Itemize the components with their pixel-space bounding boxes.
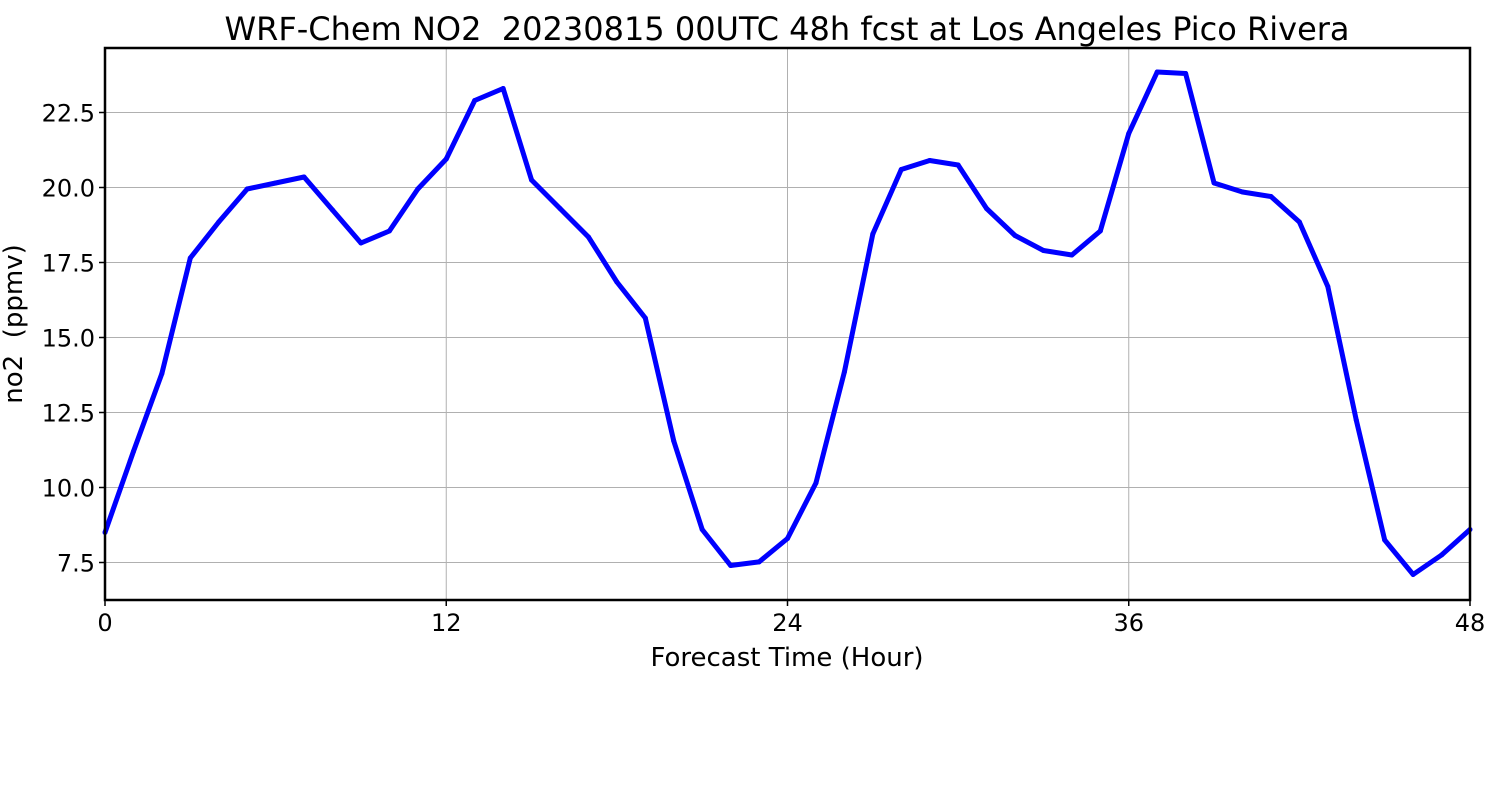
data-point <box>642 315 648 321</box>
data-point <box>1211 180 1217 186</box>
data-point <box>130 449 136 454</box>
data-point <box>671 438 677 444</box>
data-point <box>330 207 335 213</box>
data-point <box>301 174 307 180</box>
data-point <box>927 158 933 163</box>
data-point <box>187 255 193 261</box>
y-tick-label: 7.5 <box>57 550 95 578</box>
data-point <box>1012 233 1018 238</box>
x-tick-label: 0 <box>97 609 112 637</box>
data-point <box>273 180 279 186</box>
data-point <box>415 186 421 192</box>
data-point <box>898 167 904 172</box>
data-point <box>1069 252 1075 258</box>
data-point <box>216 219 222 225</box>
data-point <box>443 156 449 162</box>
data-point <box>1183 71 1189 76</box>
x-tick-label: 48 <box>1455 609 1486 637</box>
data-point <box>557 206 563 211</box>
data-point <box>1240 189 1245 195</box>
data-point <box>1353 417 1359 423</box>
data-point <box>472 98 478 103</box>
data-point <box>785 536 790 541</box>
data-point <box>1382 537 1388 543</box>
data-point <box>1296 219 1302 225</box>
data-point <box>984 206 990 211</box>
data-point <box>1439 552 1445 558</box>
y-tick-label: 15.0 <box>42 325 95 353</box>
x-tick-label: 36 <box>1113 609 1144 637</box>
ticks: 0 12 24 36 48 7.5 10.0 12.5 15.0 17.5 20.0 22.5 <box>42 100 1486 638</box>
data-point <box>244 186 250 192</box>
data-point <box>756 559 762 565</box>
data-point <box>529 177 535 183</box>
data-point <box>159 371 165 376</box>
x-tick-label: 24 <box>772 609 803 637</box>
y-tick-label: 20.0 <box>42 175 95 203</box>
y-axis-label: no2 (ppmv) <box>0 244 29 403</box>
y-tick-label: 12.5 <box>42 400 95 428</box>
chart-title: WRF-Chem NO2 20230815 00UTC 48h fcst at … <box>224 10 1349 48</box>
data-point <box>1126 131 1132 136</box>
x-tick-label: 12 <box>431 609 462 637</box>
grid <box>104 48 1471 600</box>
data-point <box>841 369 847 375</box>
data-point <box>1410 572 1416 577</box>
data-point <box>1268 194 1274 199</box>
data-point <box>728 563 734 568</box>
data-point <box>358 240 364 246</box>
data-point <box>1040 248 1046 253</box>
data-point <box>813 480 819 486</box>
x-axis-label: Forecast Time (Hour) <box>650 643 923 673</box>
data-point <box>955 162 961 168</box>
data-point <box>1325 284 1331 289</box>
y-tick-label: 10.0 <box>42 475 95 503</box>
series-layer <box>102 69 1473 577</box>
data-point <box>614 279 620 285</box>
y-tick-label: 17.5 <box>42 250 95 278</box>
data-point <box>699 527 705 532</box>
data-point <box>870 231 876 237</box>
data-point <box>1097 228 1103 234</box>
data-point <box>500 86 506 91</box>
y-tick-label: 22.5 <box>42 100 95 128</box>
data-point <box>386 228 392 234</box>
data-point <box>1154 69 1160 75</box>
data-point <box>585 234 591 240</box>
